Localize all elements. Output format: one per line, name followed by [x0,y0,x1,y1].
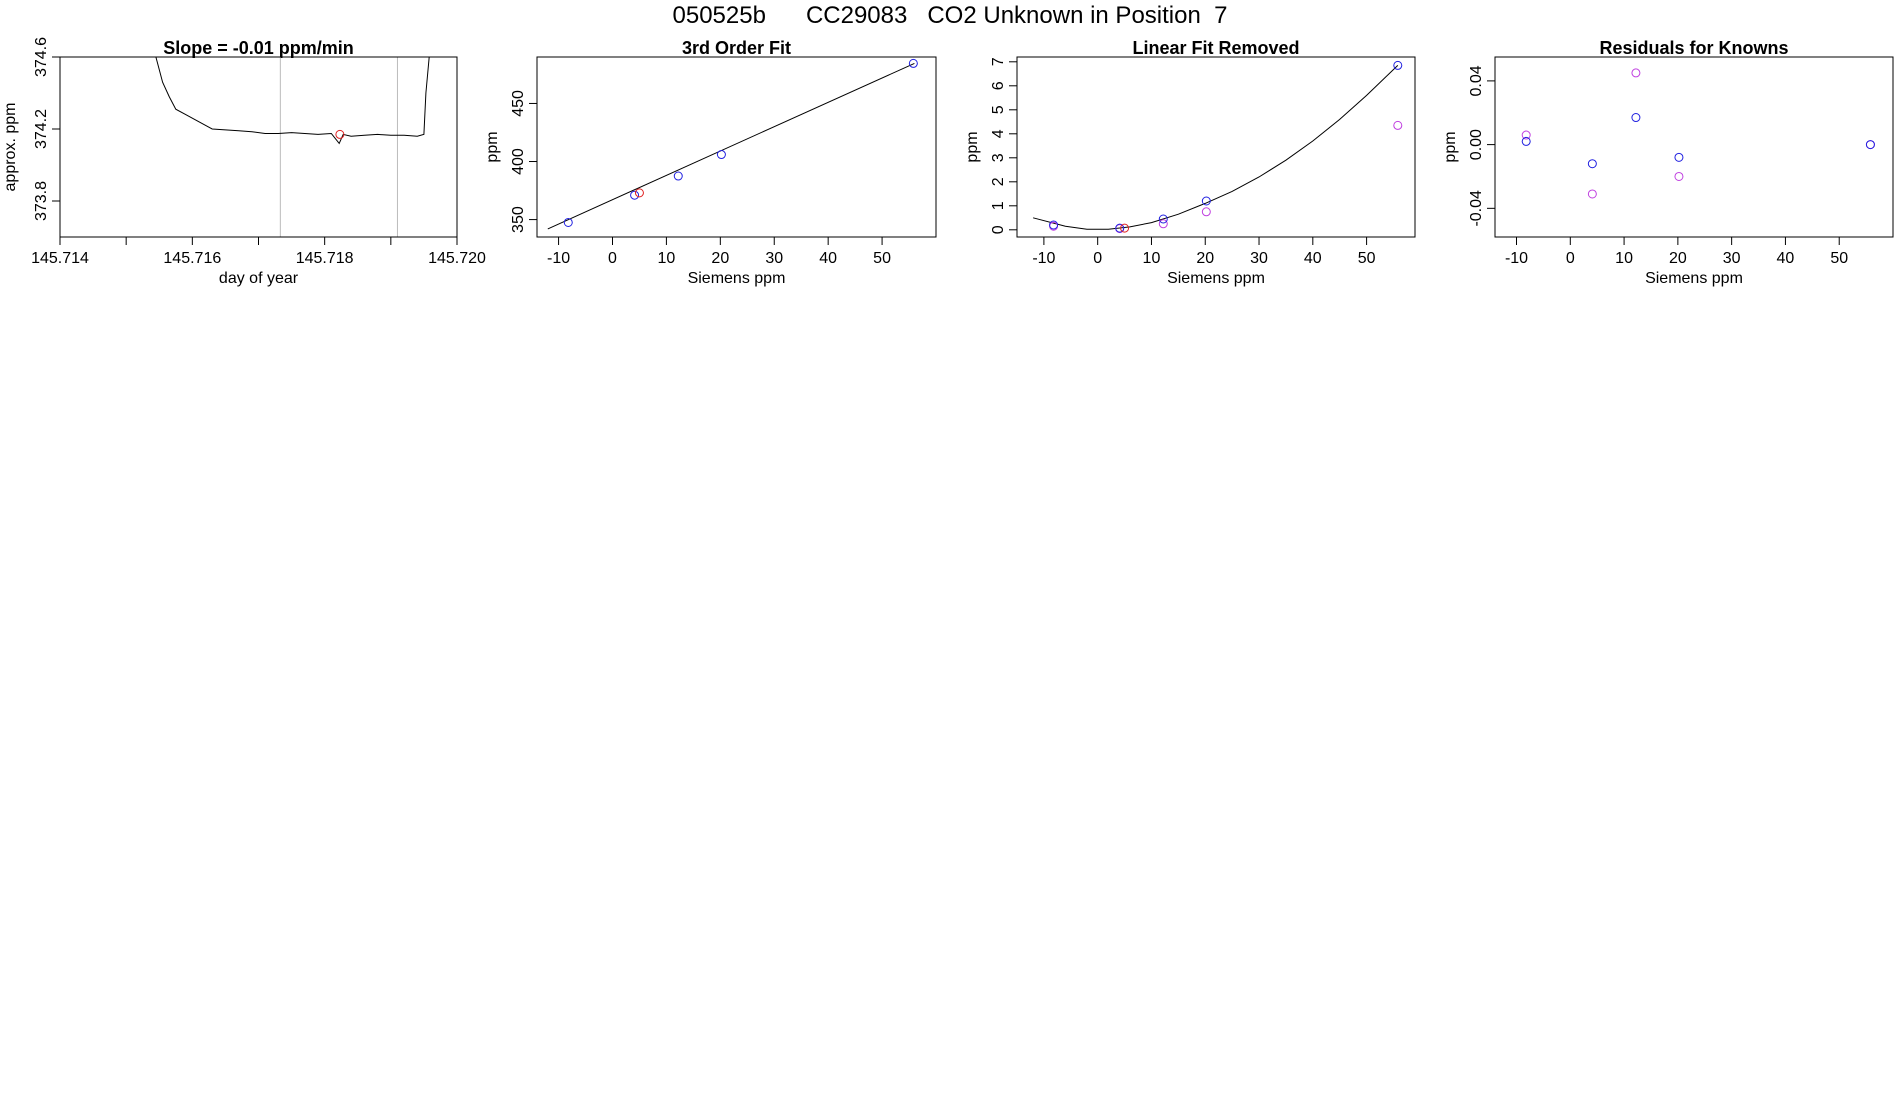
chart2-known-point-1 [630,190,640,200]
chart3-known-point-1 [1115,223,1125,233]
chart3-ytick-label-3: 3 [990,153,1007,162]
chart4-alt-point-0 [1521,130,1531,140]
chart4-plot-area [1521,68,1875,199]
chart3-alt-point-4 [1393,120,1403,130]
chart2-plot-frame [536,56,937,238]
page-title: 050525b CC29083 CO2 Unknown in Position … [672,2,1228,29]
chart1-xtick-label-6: 145.720 [428,250,486,267]
chart1-xtick-label-4: 145.718 [296,250,354,267]
chart1-ytick-label-0: 373.8 [33,181,50,221]
chart3-known-point-3 [1201,196,1211,206]
chart2-fit-line [547,62,915,230]
chart3-ytick-label-6: 6 [990,81,1007,90]
chart4-alt-point-1 [1587,189,1597,199]
chart2-xtick-label-0: -10 [547,250,570,267]
chart2-xtick-label-3: 20 [711,250,729,267]
chart2-xtick-label-2: 10 [658,250,676,267]
chart2-xtick-label-5: 40 [819,250,837,267]
chart2-known-point-4 [908,58,918,68]
chart4-xtick-label-0: -10 [1505,250,1528,267]
chart2-known-point-3 [716,150,726,160]
chart2-xtick-label-1: 0 [608,250,617,267]
chart3-plot-area [1032,60,1403,234]
chart2-xlabel: Siemens ppm [688,270,786,287]
chart3-xtick-label-2: 10 [1143,250,1161,267]
chart4-alt-point-3 [1674,171,1684,181]
chart3-xlabel: Siemens ppm [1167,270,1265,287]
chart4-xlabel: Siemens ppm [1645,270,1743,287]
chart3-known-point-2 [1158,214,1168,224]
chart4-xtick-label-5: 40 [1777,250,1795,267]
chart2-ytick-label-1: 400 [510,148,527,175]
chart1-xtick-label-2: 145.716 [163,250,221,267]
chart4-xtick-label-6: 50 [1830,250,1848,267]
chart2-ylabel: ppm [484,131,501,162]
chart2-known-point-0 [563,217,573,227]
chart1-xlabel: day of year [219,270,299,287]
chart4-known-point-0 [1521,136,1531,146]
chart4-known-point-2 [1631,113,1641,123]
chart4-xtick-label-2: 10 [1615,250,1633,267]
chart3-ytick-label-4: 4 [990,129,1007,138]
chart2-plot-area [547,58,918,230]
chart2-unknown-point-0 [634,188,644,198]
chart2-ytick-label-0: 350 [510,206,527,233]
chart4-alt-point-2 [1631,68,1641,78]
chart3-alt-point-2 [1158,219,1168,229]
chart2-ytick-label-2: 450 [510,90,527,117]
chart3-ytick-label-7: 7 [990,57,1007,66]
chart4-ylabel: ppm [1442,131,1459,162]
chart4-ytick-label-0: -0.04 [1468,190,1485,227]
chart4-known-point-1 [1587,159,1597,169]
chart3-ylabel: ppm [964,131,981,162]
chart3-unknown-point-0 [1120,223,1130,233]
chart3-xtick-label-6: 50 [1358,250,1376,267]
chart2-known-point-2 [673,171,683,181]
chart1-plot-area [155,57,430,145]
chart4-ytick-label-1: 0.00 [1468,129,1485,160]
chart-panels: Slope = -0.01 ppm/min 145.714 145.716 145.7… [2,37,1894,287]
chart3-xtick-label-1: 0 [1093,250,1102,267]
chart3-known-point-0 [1049,220,1059,230]
chart3-alt-point-3 [1201,207,1211,217]
chart3-title: Linear Fit Removed [1132,38,1299,58]
chart1-ytick-label-1: 374.2 [33,109,50,149]
chart4-known-point-4 [1865,140,1875,150]
chart3-known-point-4 [1393,60,1403,70]
chart3-ytick-label-5: 5 [990,105,1007,114]
chart3-fit-curve [1032,65,1399,230]
chart3-xtick-label-5: 40 [1304,250,1322,267]
chart1-xtick-label-0: 145.714 [31,250,89,267]
chart3-ytick-label-0: 0 [990,225,1007,234]
chart3-ytick-label-1: 1 [990,201,1007,210]
chart4-ytick-label-2: 0.04 [1468,65,1485,96]
chart1-ylabel: approx. ppm [2,103,19,192]
chart1-title: Slope = -0.01 ppm/min [163,38,354,58]
chart2-xtick-label-4: 30 [765,250,783,267]
chart4-known-point-3 [1674,152,1684,162]
chart2-title: 3rd Order Fit [682,38,791,58]
chart3-xtick-label-3: 20 [1196,250,1214,267]
chart3-xtick-label-0: -10 [1032,250,1055,267]
chart2-xtick-label-6: 50 [873,250,891,267]
chart1-marker-point-0 [335,129,345,139]
chart4-plot-frame [1494,56,1894,238]
chart3-xtick-label-4: 30 [1250,250,1268,267]
chart1-series-line-0 [155,57,430,145]
chart4-title: Residuals for Knowns [1599,38,1788,58]
chart4-xtick-label-3: 20 [1669,250,1687,267]
chart1-ytick-label-2: 374.6 [33,37,50,77]
chart4-xtick-label-4: 30 [1723,250,1741,267]
chart3-plot-frame [1016,56,1416,238]
chart3-ytick-label-2: 2 [990,177,1007,186]
chart4-xtick-label-1: 0 [1566,250,1575,267]
